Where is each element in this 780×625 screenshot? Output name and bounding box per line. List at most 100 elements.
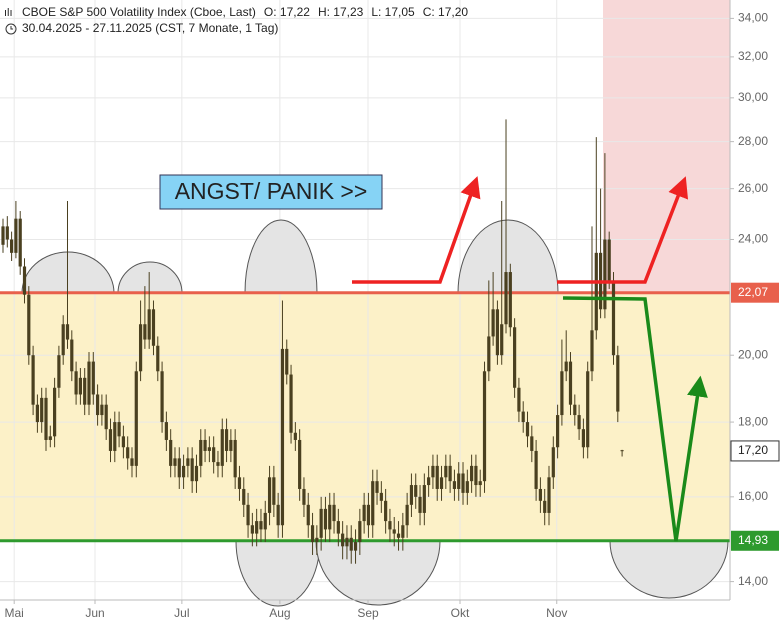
candle-body (5, 226, 9, 240)
candle-body (590, 330, 594, 372)
ohlc-label: H: 17,23 (318, 5, 364, 19)
candle-body (27, 294, 31, 356)
candle-body (216, 462, 220, 466)
candle-body (220, 429, 224, 466)
candle-body (259, 521, 263, 530)
candle-body (164, 422, 168, 440)
candle-body (384, 500, 388, 522)
candle-body (272, 477, 276, 505)
candle-body (487, 336, 491, 372)
last-badge (730, 440, 780, 462)
header-line: CBOE S&P 500 Volatility Index (Cboe, Las… (22, 5, 468, 19)
candle-body (100, 404, 104, 416)
candle-body (121, 436, 125, 448)
candle-body (435, 465, 439, 489)
candle-body (418, 496, 422, 513)
candle-body (603, 239, 607, 310)
candle-body (87, 361, 91, 405)
candle-body (508, 272, 512, 328)
candle-body (375, 481, 379, 493)
candle-body (10, 239, 14, 253)
ohlc-label: O: 17,22 (264, 5, 310, 19)
candle-body (113, 422, 117, 451)
icon: ılı (4, 7, 13, 19)
candle-body (323, 508, 328, 530)
candle-body (457, 473, 461, 489)
candle-body (366, 504, 371, 526)
ohlc-label: L: 17,05 (371, 5, 415, 19)
x-tick-label: Mai (5, 606, 24, 620)
candle-body (280, 348, 285, 526)
candle-body (573, 404, 577, 416)
candle-body (151, 309, 156, 346)
candle-body (83, 377, 87, 405)
candle-body (534, 450, 538, 489)
x-tick-label: Okt (451, 606, 470, 620)
candle-body (478, 481, 482, 486)
candle-body (306, 504, 310, 526)
candle-body (371, 481, 375, 526)
candle-body (181, 465, 186, 478)
candle-body (190, 458, 194, 482)
candle-body (298, 439, 302, 489)
x-tick-label: Nov (546, 606, 567, 620)
y-tick-label: 32,00 (738, 49, 768, 63)
annotation-box (159, 174, 383, 210)
candle-body (577, 415, 581, 430)
candle-body (40, 397, 44, 423)
y-tick-label: 14,00 (738, 574, 768, 588)
y-tick-label: 30,00 (738, 90, 768, 104)
clock-icon (10, 26, 13, 30)
candle-body (396, 533, 401, 538)
candle-body (607, 239, 611, 281)
candle-body (341, 533, 345, 547)
candle-body (547, 477, 551, 513)
candle-body (461, 473, 465, 493)
candle-body (108, 429, 113, 451)
candle-body (31, 355, 35, 405)
arc (244, 219, 318, 294)
candle-body (500, 324, 504, 356)
candle-body (448, 465, 452, 482)
candle-body (401, 525, 405, 538)
candle-body (250, 525, 254, 534)
candle-body (611, 280, 616, 356)
candle-body (147, 309, 151, 340)
levels (0, 291, 730, 543)
arrow-down-up (562, 296, 708, 542)
candle-body (233, 439, 237, 478)
candle-body (388, 521, 392, 530)
candle-body (35, 404, 40, 423)
candle-body (156, 345, 160, 372)
candle-body (439, 477, 444, 489)
cycle-arcs (21, 219, 729, 607)
candle-body (302, 488, 306, 505)
candle-body (616, 355, 620, 412)
candle-body (474, 465, 478, 486)
candle-body (409, 485, 414, 505)
arc (235, 540, 321, 607)
candle-body (581, 429, 585, 448)
candle-body (405, 504, 409, 526)
candle-body (422, 485, 426, 513)
y-tick-label: 28,00 (738, 134, 768, 148)
level-badge (731, 530, 779, 551)
candle-body (169, 439, 173, 466)
candle-body (444, 465, 448, 478)
candle-body (310, 525, 315, 543)
y-tick-label: 24,00 (738, 232, 768, 246)
candle-body (143, 324, 147, 340)
candle-body (358, 521, 362, 543)
candle-body (349, 537, 353, 551)
candle-body (568, 361, 573, 405)
candle-body (126, 447, 130, 459)
candle-body (465, 481, 469, 493)
candle-body (414, 485, 418, 497)
candle-body (491, 309, 495, 337)
candle-body (61, 324, 65, 356)
candle-body (431, 465, 435, 478)
candle-body (267, 477, 272, 513)
x-tick-label: Sep (357, 606, 379, 620)
candle-body (332, 504, 336, 522)
